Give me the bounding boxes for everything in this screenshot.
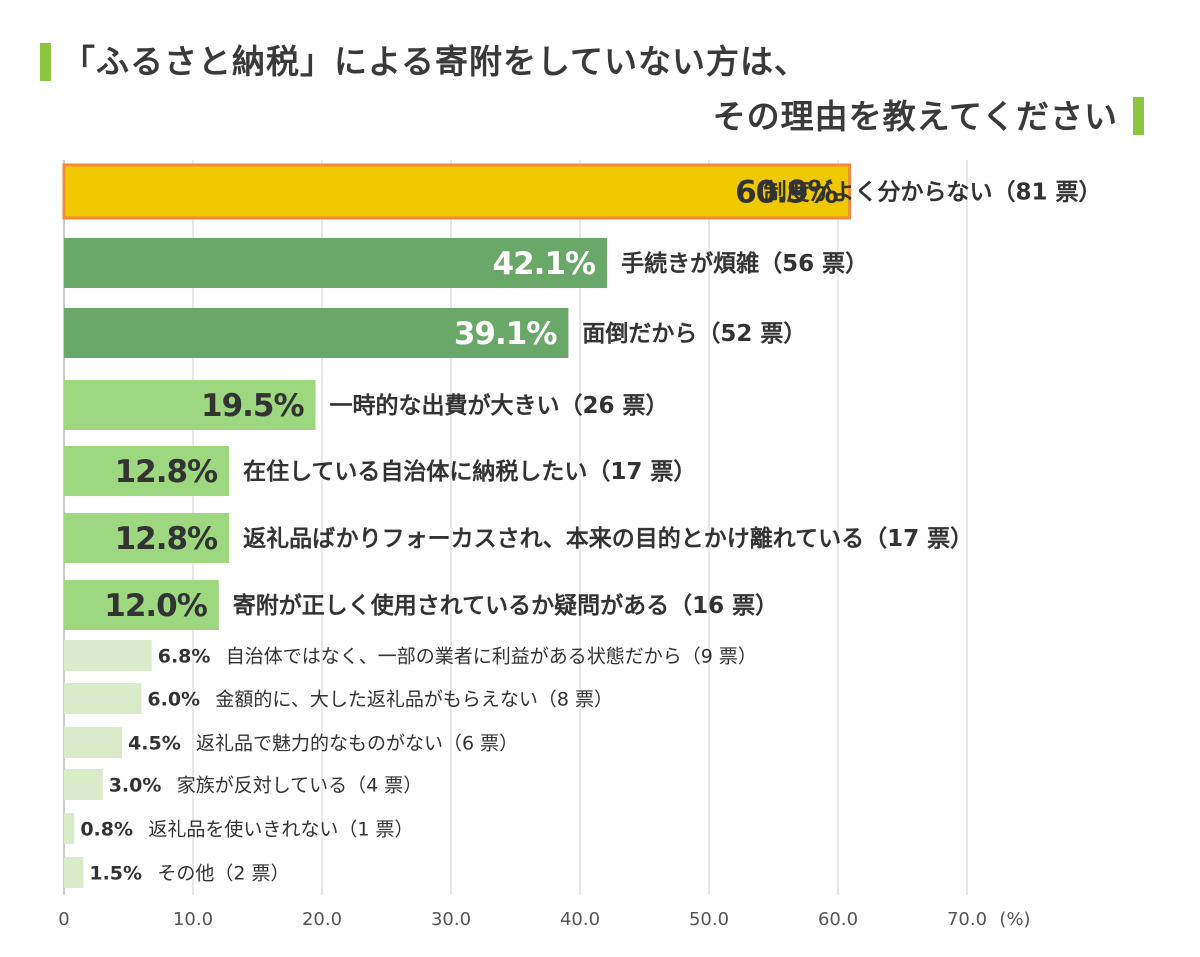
bar-8 (64, 640, 152, 671)
bar-9 (64, 683, 142, 714)
bar-value-label: 0.8% (80, 819, 133, 841)
bar-category-label: 家族が反対している（4 票） (177, 775, 423, 797)
bar-category-label: 自治体ではなく、一部の業者に利益がある状態だから（9 票） (226, 646, 757, 668)
bar-6 (64, 513, 230, 563)
bar-5 (64, 446, 230, 496)
x-tick-label: 10.0 (173, 909, 213, 930)
x-tick-label: 60.0 (818, 909, 858, 930)
bar-value-label: 4.5% (128, 733, 181, 755)
bar-value-label: 39.1% (454, 316, 557, 352)
x-axis-unit: (%) (999, 909, 1030, 930)
x-tick-label: 20.0 (302, 909, 342, 930)
bar-2 (64, 238, 608, 288)
x-tick-label: 50.0 (689, 909, 729, 930)
x-tick-label: 70.0 (947, 909, 987, 930)
bar-value-label: 6.8% (158, 646, 211, 668)
bar-4 (64, 380, 316, 430)
bar-7 (64, 580, 219, 630)
chart-title-line2: その理由を教えてください (712, 97, 1118, 136)
bar-category-label: その他（2 票） (157, 863, 289, 885)
bar-10 (64, 727, 123, 758)
bar-category-label: 返礼品を使いきれない（1 票） (148, 819, 413, 841)
bar-value-label: 12.8% (115, 521, 218, 557)
bar-category-label: 手続きが煩雑（56 票） (621, 250, 868, 277)
bar-category-label: 一時的な出費が大きい（26 票） (330, 392, 669, 419)
bar-value-label: 60.9% (735, 175, 838, 211)
bar-1 (62, 163, 852, 220)
bar-category-label: 金額的に、大した返礼品がもらえない（8 票） (215, 689, 613, 711)
chart-title-line1: 「ふるさと納税」による寄附をしていない方は、 (62, 42, 809, 81)
bar-category-label: 在住している自治体に納税したい（17 票） (243, 458, 696, 485)
bar-value-label: 12.0% (104, 588, 207, 624)
bar-value-label: 1.5% (89, 863, 142, 885)
bar-value-label: 12.8% (115, 454, 218, 490)
bar-3 (64, 308, 569, 358)
x-tick-label: 40.0 (560, 909, 600, 930)
bar-category-label: 面倒だから（52 票） (582, 320, 806, 347)
title-accent-right (1133, 97, 1144, 135)
bar-13 (64, 857, 84, 888)
title-accent-left (40, 43, 51, 81)
bar-11 (64, 769, 103, 800)
bar-category-label: 制度がよく分からない（81 票） (764, 179, 1102, 206)
x-tick-label: 30.0 (431, 909, 471, 930)
bar-12 (64, 813, 75, 844)
bar-value-label: 42.1% (493, 246, 596, 282)
bar-value-label: 3.0% (109, 775, 162, 797)
x-tick-label: 0 (58, 909, 69, 930)
bar-category-label: 返礼品ばかりフォーカスされ、本来の目的とかけ離れている（17 票） (243, 525, 973, 552)
bar-category-label: 返礼品で魅力的なものがない（6 票） (196, 733, 518, 755)
bar-value-label: 6.0% (147, 689, 200, 711)
bar-category-label: 寄附が正しく使用されているか疑問がある（16 票） (233, 592, 778, 619)
bar-value-label: 19.5% (201, 388, 304, 424)
